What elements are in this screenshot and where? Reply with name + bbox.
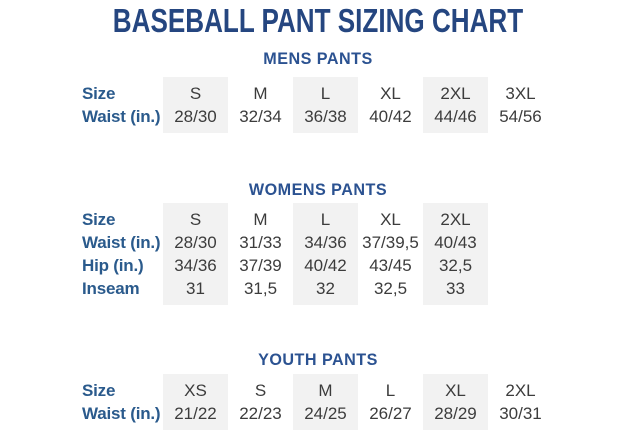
column-header-cell: XL [380,84,401,103]
value-cell: 34/36 [163,254,228,277]
value-cell: 32 [293,277,358,305]
row-label: Inseam [82,279,140,298]
column-header-cell: XL [423,374,488,402]
section-heading-womens: WOMENS PANTS [248,180,388,199]
value-cell: 32,5 [373,279,408,298]
column-header-cell: 3XL [505,84,536,103]
section-heading-mens: MENS PANTS [263,49,373,68]
column-header-cell: XL [380,210,401,229]
column-header-cell: S [163,77,228,105]
column-header-cell: 2XL [505,381,536,400]
column-header-cell: L [385,381,396,400]
column-header-cell: M [293,374,358,402]
value-cell: 30/31 [499,404,542,423]
value-cell: 32,5 [423,254,488,277]
value-cell: 40/42 [293,254,358,277]
value-cell: 54/56 [499,107,542,126]
value-cell: 33 [423,277,488,305]
row-label: Waist (in.) [82,404,161,423]
value-cell: 26/27 [369,404,412,423]
value-cell: 31 [163,277,228,305]
column-header-cell: 2XL [423,77,488,105]
value-cell: 40/43 [423,231,488,254]
column-header-cell: XS [163,374,228,402]
row-label: Size [82,381,116,400]
mens-pants-table: Size S M L XL 2XL 3XL Waist (in.) 28/30 32/34 36/3… [82,77,553,133]
row-label: Waist (in.) [82,107,161,126]
value-cell: 44/46 [423,105,488,133]
column-header-cell: S [163,203,228,231]
value-cell: 36/38 [293,105,358,133]
value-cell: 28/29 [423,402,488,430]
column-header-cell: L [293,203,358,231]
row-label: Waist (in.) [82,233,161,252]
column-header-cell: 2XL [423,203,488,231]
value-cell: 28/30 [163,231,228,254]
value-cell: 40/42 [369,107,412,126]
value-cell: 31/33 [239,233,282,252]
value-cell: 31,5 [243,279,278,298]
page-title: BASEBALL PANT SIZING CHART [112,2,524,39]
column-header-cell: M [253,84,268,103]
value-cell: 22/23 [239,404,282,423]
row-label: Size [82,210,116,229]
column-header-cell: S [254,381,267,400]
value-cell: 21/22 [163,402,228,430]
value-cell: 37/39 [239,256,282,275]
value-cell: 34/36 [293,231,358,254]
womens-pants-table: Size S M L XL 2XL Waist (in.) 28/30 31/33 34/36 37… [82,203,488,305]
row-label: Hip (in.) [82,256,144,275]
youth-pants-table: Size XS S M L XL 2XL Waist (in.) 21/22 22/23 24/25… [82,374,553,430]
value-cell: 43/45 [369,256,412,275]
value-cell: 32/34 [239,107,282,126]
value-cell: 37/39,5 [362,233,419,252]
column-header-cell: L [293,77,358,105]
value-cell: 24/25 [293,402,358,430]
column-header-cell: M [253,210,268,229]
value-cell: 28/30 [163,105,228,133]
row-label: Size [82,84,116,103]
section-heading-youth: YOUTH PANTS [258,350,378,369]
